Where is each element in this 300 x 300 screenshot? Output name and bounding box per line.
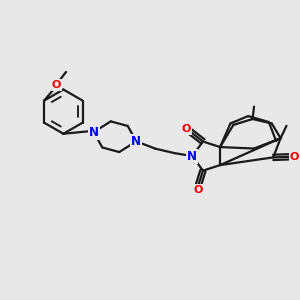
Text: N: N — [89, 126, 99, 139]
Text: O: O — [182, 124, 191, 134]
Text: O: O — [52, 80, 61, 90]
Text: N: N — [131, 135, 141, 148]
Text: O: O — [290, 152, 299, 161]
Text: O: O — [193, 184, 203, 195]
Text: N: N — [187, 150, 197, 163]
